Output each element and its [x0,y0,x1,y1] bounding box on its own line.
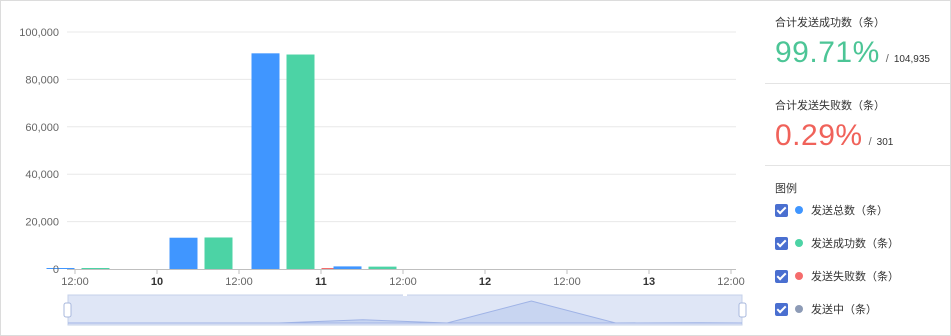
failure-stat: 合计发送失败数（条） 0.29% / 301 [765,84,945,164]
bar-0-5 [251,53,280,269]
series-dot-icon [795,305,803,313]
legend-title: 图例 [775,183,797,195]
success-separator: / [885,53,889,65]
series-dot-icon [795,206,803,214]
checkbox-checked-icon[interactable] [775,236,788,250]
x-tick-label: 12:00 [225,276,253,288]
zoom-handle-right [738,302,747,318]
series-dot-icon [795,272,803,280]
x-tick-label: 12:00 [553,276,581,288]
checkbox-checked-icon[interactable] [775,302,788,316]
success-percent: 99.71% [775,36,880,69]
checkbox-checked-icon[interactable] [775,269,788,283]
series-dot-icon [795,239,803,247]
y-tick-label: 100,000 [19,27,59,39]
legend-item-failure[interactable]: 发送失败数（条） [775,268,899,284]
bar-1-3 [204,237,233,269]
stat-divider [765,83,950,84]
y-tick-label: 60,000 [25,122,59,134]
bar-0-3 [169,237,198,269]
bar-1-5 [286,54,315,269]
legend-label: 发送中（条） [811,304,877,316]
bar-chart: 0 20,000 40,000 60,000 80,000 100,000 12:00 10 1… [19,27,747,326]
legend-item-total[interactable]: 发送总数（条） [775,202,888,218]
legend-label: 发送总数（条） [811,205,888,217]
x-tick-label: 12:00 [61,276,89,288]
legend-label: 发送失败数（条） [811,271,899,283]
x-tick-label: 12:00 [717,276,745,288]
chart-axes: 0 20,000 40,000 60,000 80,000 100,000 12:00 10 1… [19,27,745,288]
chart-grid [67,31,736,223]
checkbox-checked-icon[interactable] [775,203,788,217]
zoom-handle-left [63,302,72,318]
bar-1-7 [368,266,397,269]
success-stat: 合计发送成功数（条） 99.71% / 104,935 [765,1,945,83]
chart-bars [46,53,397,269]
legend-item-success[interactable]: 发送成功数（条） [775,235,899,251]
y-tick-label: 0 [53,264,59,276]
failure-total: 301 [876,137,894,148]
x-tick-label: 12:00 [389,276,417,288]
zoom-slider[interactable] [63,293,747,326]
success-stat-title: 合计发送成功数（条） [775,17,885,29]
y-tick-label: 80,000 [25,74,59,86]
x-tick-label: 12 [479,276,491,288]
bar-0-0 [46,268,75,269]
legend-divider [765,165,950,166]
zoom-drag-grip [403,293,407,296]
x-tick-label: 13 [643,276,655,288]
bar-0-7 [333,266,362,269]
y-tick-label: 20,000 [25,217,59,229]
legend-item-pending[interactable]: 发送中（条） [775,301,877,317]
bar-1-0 [81,268,110,269]
y-tick-label: 40,000 [25,169,59,181]
zoom-preview-area [67,300,743,324]
failure-separator: / [868,136,872,148]
failure-stat-title: 合计发送失败数（条） [775,100,885,112]
success-total: 104,935 [893,54,930,65]
x-tick-label: 10 [151,276,163,288]
failure-percent: 0.29% [775,119,863,152]
legend-label: 发送成功数（条） [811,238,899,250]
summary-sidebar: 合计发送成功数（条） 99.71% / 104,935 合计发送失败数（条） 0.2… [765,1,950,335]
zoom-track [67,294,743,326]
x-tick-label: 11 [315,276,327,288]
